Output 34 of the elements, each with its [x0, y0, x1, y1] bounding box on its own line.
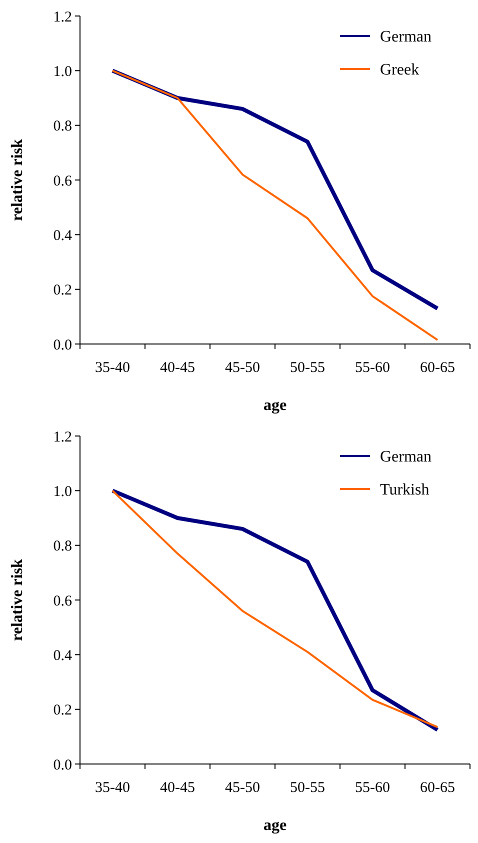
x-tick-label: 55-60 [355, 360, 390, 376]
y-tick-label: 1.0 [53, 484, 72, 500]
y-axis-title: relative risk [9, 558, 26, 641]
y-tick-label: 0.0 [53, 757, 72, 774]
y-axis-title: relative risk [9, 138, 26, 221]
x-axis-title: age [263, 817, 287, 834]
x-axis-title: age [263, 397, 287, 414]
x-tick-label: 50-55 [290, 780, 325, 796]
y-tick-label: 1.2 [53, 9, 72, 26]
y-tick-label: 0.0 [53, 337, 72, 354]
legend-label: German [380, 28, 432, 46]
legend-label: Greek [380, 62, 420, 79]
y-tick-label: 0.6 [53, 593, 72, 610]
y-tick-label: 0.6 [53, 173, 72, 190]
y-tick-label: 1.2 [53, 429, 72, 446]
y-tick-label: 0.2 [53, 702, 72, 719]
x-tick-label: 50-55 [290, 360, 325, 376]
y-tick-label: 0.8 [53, 118, 72, 135]
y-tick-label: 0.4 [53, 648, 72, 664]
x-tick-label: 60-65 [420, 780, 455, 796]
x-tick-label: 35-40 [95, 780, 130, 796]
x-tick-label: 35-40 [95, 360, 130, 376]
y-tick-label: 0.4 [53, 228, 72, 244]
x-tick-label: 55-60 [355, 780, 390, 796]
x-tick-label: 60-65 [420, 360, 455, 376]
x-tick-label: 40-45 [160, 360, 195, 376]
x-tick-label: 45-50 [225, 780, 260, 796]
x-tick-label: 45-50 [225, 360, 260, 376]
y-tick-label: 0.8 [53, 538, 72, 555]
legend-label: German [380, 448, 432, 466]
legend-label: Turkish [380, 482, 430, 499]
x-tick-label: 40-45 [160, 780, 195, 796]
y-tick-label: 1.0 [53, 64, 72, 80]
y-tick-label: 0.2 [53, 282, 72, 299]
